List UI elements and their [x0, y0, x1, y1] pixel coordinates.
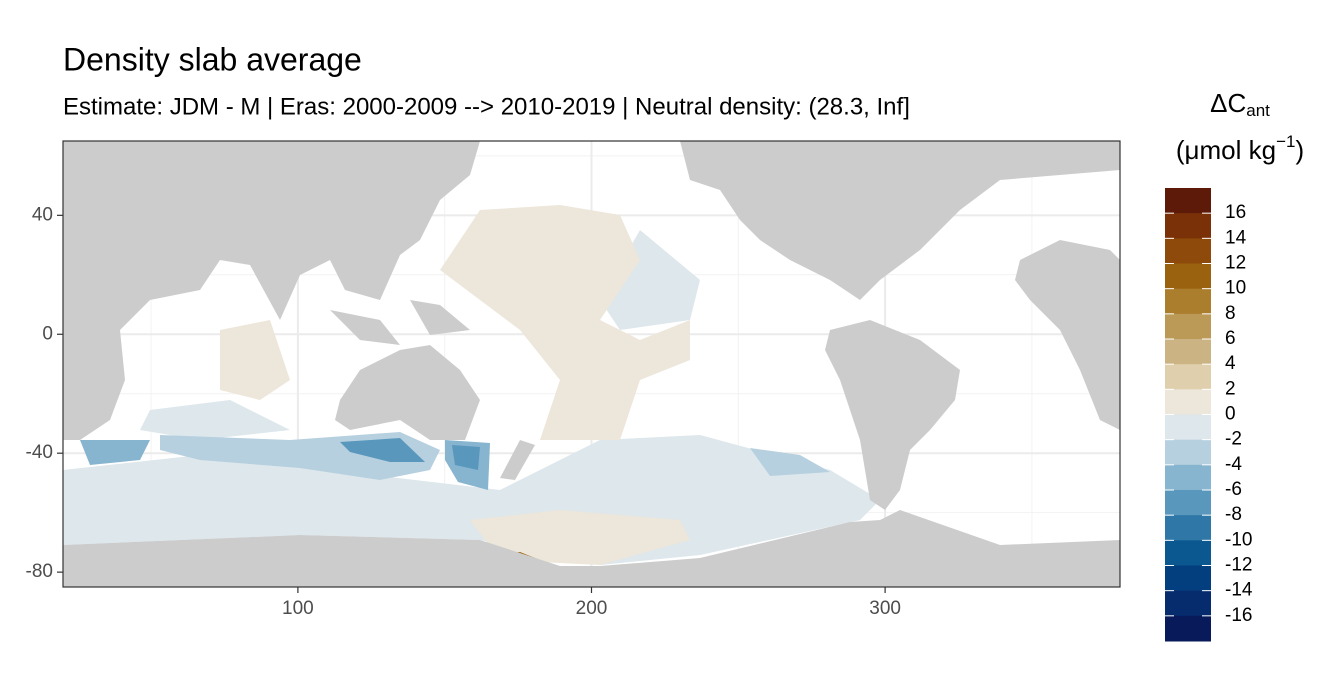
colorbar-label: 10: [1225, 278, 1246, 299]
region-lightblue: [600, 230, 700, 330]
colorbar-bin: [1165, 565, 1211, 592]
land: [63, 510, 1120, 587]
colorbar-bin: [1165, 439, 1211, 466]
legend-title-main: ΔC: [1210, 88, 1246, 118]
colorbar-bin: [1165, 389, 1211, 415]
colorbar-bin: [1165, 238, 1211, 264]
x-tick-label: 200: [576, 598, 608, 619]
region-lightblue: [140, 400, 290, 440]
colorbar-bin: [1165, 339, 1211, 365]
colorbar-bin: [1165, 263, 1211, 290]
y-tick-label: 0: [42, 323, 53, 344]
region-beige: [440, 205, 690, 440]
land: [500, 440, 535, 480]
colorbar-bin: [1165, 590, 1211, 617]
colorbar-label: 12: [1225, 253, 1246, 274]
legend-unit: (μmol kg−1): [1176, 132, 1304, 164]
y-tick-label: -80: [26, 561, 53, 582]
region-blue: [452, 445, 480, 470]
colorbar-label: -16: [1225, 605, 1252, 626]
land: [825, 320, 960, 510]
legend-unit-close: ): [1295, 135, 1304, 165]
colorbar-label: -14: [1225, 580, 1253, 601]
chart-subtitle: Estimate: JDM - M | Eras: 2000-2009 --> …: [63, 93, 910, 120]
land: [410, 300, 470, 335]
colorbar-bin: [1165, 540, 1211, 566]
colorbar-bin: [1165, 313, 1211, 340]
legend: 16 14 12 10 8 6 4 2 0 -2 -4 -6 -8 -10 -12 -14 -16: [1165, 188, 1253, 642]
region-blue: [750, 448, 830, 476]
colorbar-label: 8: [1225, 303, 1236, 324]
colorbar-label: -4: [1225, 454, 1242, 475]
colorbar-bin: [1165, 414, 1211, 441]
colorbar-bin: [1165, 490, 1211, 516]
region-blue: [340, 438, 425, 462]
colorbar-bin: [1165, 288, 1211, 315]
region-beige: [470, 510, 690, 565]
colorbar-label: 4: [1225, 353, 1236, 374]
chart-title: Density slab average: [63, 41, 362, 77]
land: [680, 141, 1120, 300]
colorbar-bin: [1165, 213, 1211, 239]
y-tick-label: 40: [32, 204, 53, 225]
colorbar-label: -10: [1225, 529, 1252, 550]
axes: 100 200 300 -80 -40 0 40: [26, 204, 901, 619]
colorbar-label: 2: [1225, 378, 1236, 399]
land: [330, 310, 400, 345]
colorbar-label: 6: [1225, 328, 1236, 349]
colorbar-label: 0: [1225, 404, 1236, 425]
colorbar-bin: [1165, 515, 1211, 541]
colorbar-label: 16: [1225, 202, 1246, 223]
legend-title-sub: ant: [1246, 101, 1270, 120]
colorbar-bin: [1165, 615, 1211, 642]
colorbar-bin: [1165, 364, 1211, 390]
colorbar-bin: [1165, 464, 1211, 491]
colorbar-label: -2: [1225, 429, 1242, 450]
legend-title: ΔCant: [1210, 88, 1270, 121]
x-tick-label: 100: [282, 598, 314, 619]
map: [63, 141, 1120, 587]
land: [63, 141, 480, 440]
legend-unit-sup: −1: [1276, 132, 1295, 151]
colorbar-label: -6: [1225, 479, 1242, 500]
region-beige: [220, 320, 290, 400]
colorbar-bin: [1165, 188, 1211, 214]
land: [1015, 240, 1120, 430]
region-blue: [80, 440, 150, 465]
colorbar-label: 14: [1225, 227, 1247, 248]
y-tick-label: -40: [26, 442, 53, 463]
legend-unit-main: (μmol kg: [1176, 135, 1276, 165]
colorbar-label: -8: [1225, 504, 1242, 525]
colorbar-label: -12: [1225, 555, 1252, 576]
land: [335, 345, 480, 440]
x-tick-label: 300: [869, 598, 901, 619]
